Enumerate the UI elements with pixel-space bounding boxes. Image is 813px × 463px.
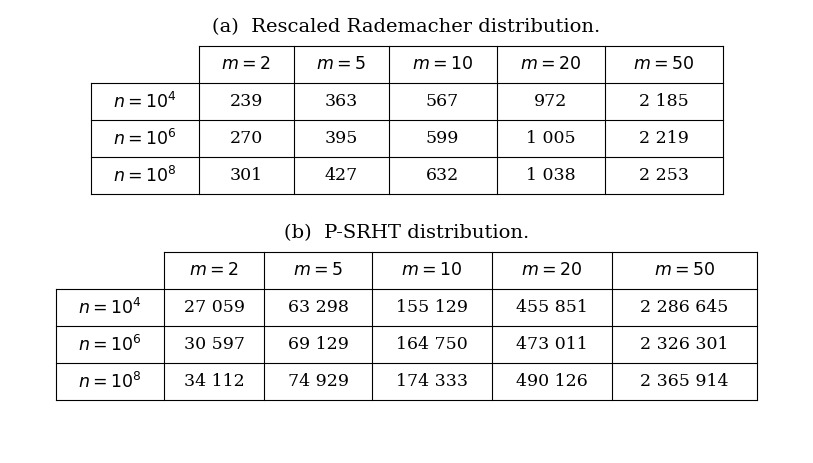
Text: (b)  P-SRHT distribution.: (b) P-SRHT distribution. [284, 224, 529, 242]
Text: 2 365 914: 2 365 914 [641, 373, 728, 390]
Text: $n = 10^{8}$: $n = 10^{8}$ [78, 371, 141, 392]
Text: $m = 2$: $m = 2$ [189, 262, 239, 279]
Text: 155 129: 155 129 [396, 299, 468, 316]
Text: 69 129: 69 129 [288, 336, 349, 353]
Text: 174 333: 174 333 [396, 373, 468, 390]
Text: $n = 10^{4}$: $n = 10^{4}$ [78, 297, 141, 318]
Text: $m = 20$: $m = 20$ [520, 56, 581, 73]
Text: 30 597: 30 597 [184, 336, 245, 353]
Text: 164 750: 164 750 [396, 336, 467, 353]
Text: 34 112: 34 112 [184, 373, 245, 390]
Text: $n = 10^{4}$: $n = 10^{4}$ [113, 92, 176, 112]
Text: 74 929: 74 929 [288, 373, 349, 390]
Text: 490 126: 490 126 [516, 373, 588, 390]
Text: $m = 10$: $m = 10$ [412, 56, 473, 73]
Text: 63 298: 63 298 [288, 299, 349, 316]
Text: $n = 10^{6}$: $n = 10^{6}$ [113, 128, 176, 149]
Text: 427: 427 [324, 167, 358, 184]
Text: 395: 395 [324, 130, 358, 147]
Text: 363: 363 [324, 93, 358, 110]
Text: $m = 5$: $m = 5$ [293, 262, 343, 279]
Text: 2 185: 2 185 [639, 93, 689, 110]
Text: 473 011: 473 011 [516, 336, 588, 353]
Text: 2 286 645: 2 286 645 [641, 299, 728, 316]
Text: 599: 599 [426, 130, 459, 147]
Text: 27 059: 27 059 [184, 299, 245, 316]
Text: 972: 972 [534, 93, 567, 110]
Text: 1 038: 1 038 [526, 167, 576, 184]
Text: $m = 10$: $m = 10$ [402, 262, 463, 279]
Text: 301: 301 [229, 167, 263, 184]
Text: $m = 2$: $m = 2$ [221, 56, 271, 73]
Text: 455 851: 455 851 [516, 299, 588, 316]
Text: 239: 239 [229, 93, 263, 110]
Text: $m = 50$: $m = 50$ [633, 56, 694, 73]
Text: $m = 5$: $m = 5$ [316, 56, 366, 73]
Text: 270: 270 [229, 130, 263, 147]
Text: 2 253: 2 253 [638, 167, 689, 184]
Text: $n = 10^{8}$: $n = 10^{8}$ [113, 165, 176, 186]
Text: $n = 10^{6}$: $n = 10^{6}$ [78, 334, 141, 355]
Text: 2 326 301: 2 326 301 [641, 336, 728, 353]
Text: 567: 567 [426, 93, 459, 110]
Text: $m = 20$: $m = 20$ [521, 262, 583, 279]
Text: 2 219: 2 219 [638, 130, 689, 147]
Text: (a)  Rescaled Rademacher distribution.: (a) Rescaled Rademacher distribution. [212, 18, 601, 36]
Text: 632: 632 [426, 167, 459, 184]
Text: 1 005: 1 005 [526, 130, 576, 147]
Text: $m = 50$: $m = 50$ [654, 262, 715, 279]
